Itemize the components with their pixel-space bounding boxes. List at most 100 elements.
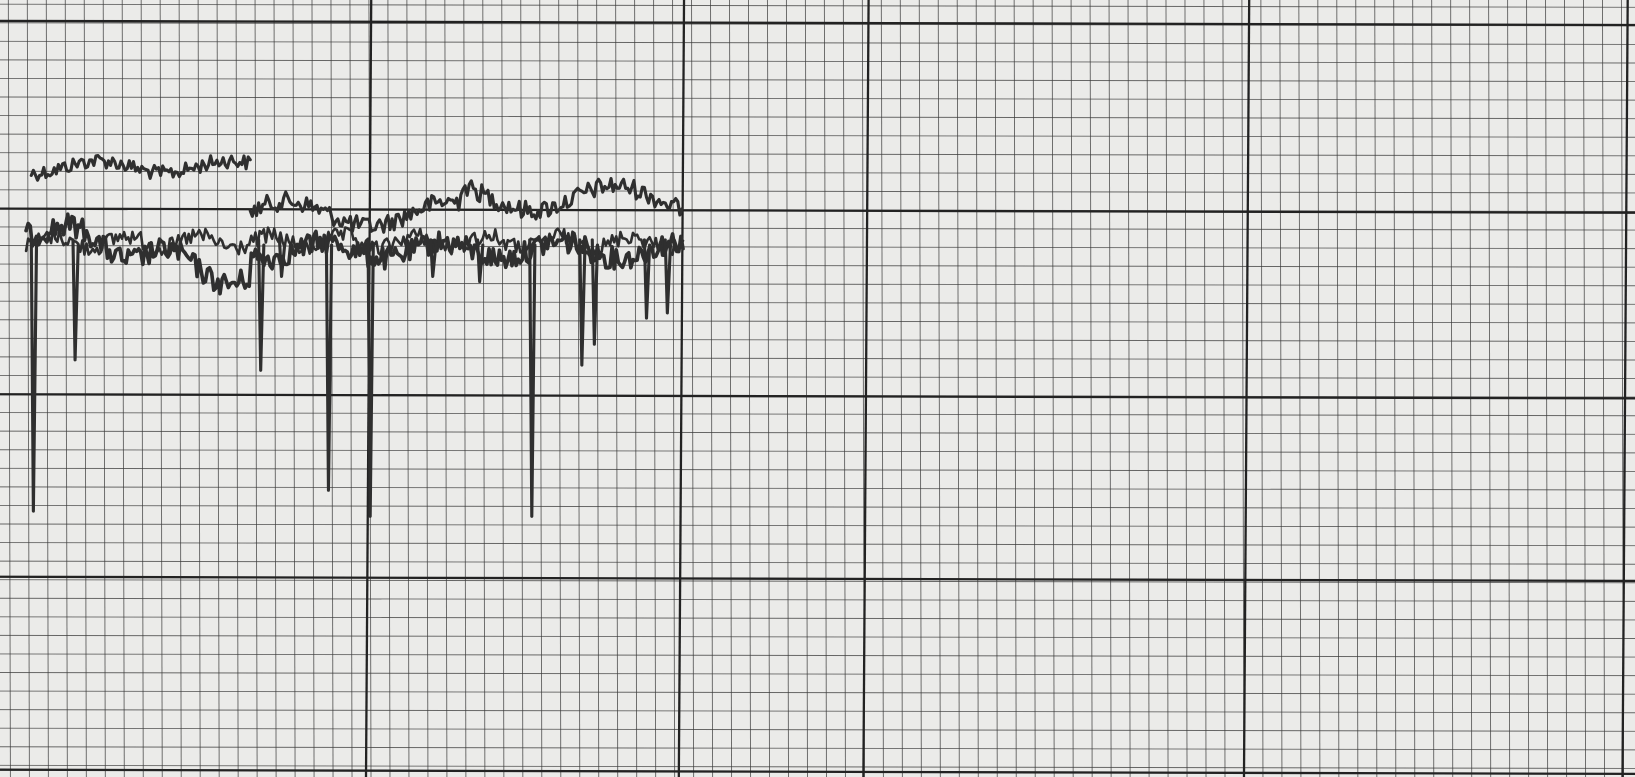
- minor-grid-line: [0, 430, 1635, 435]
- minor-grid-line: [0, 189, 1635, 194]
- minor-grid-line: [0, 412, 1635, 417]
- minor-grid-line: [804, 0, 808, 777]
- minor-grid-line: [672, 0, 676, 777]
- minor-grid-line: [1526, 0, 1530, 777]
- minor-grid-line: [0, 59, 1635, 64]
- minor-grid-line: [235, 0, 239, 777]
- minor-grid-line: [823, 0, 827, 777]
- minor-grid-line: [0, 170, 1635, 175]
- trace-line: [24, 212, 685, 296]
- minor-grid-line: [0, 504, 1635, 510]
- major-grid-line: [1621, 0, 1629, 777]
- minor-grid-line: [615, 0, 619, 777]
- minor-grid-line: [1374, 0, 1378, 777]
- minor-grid-line: [501, 0, 505, 777]
- minor-grid-line: [0, 77, 1635, 83]
- minor-grid-line: [1165, 0, 1169, 777]
- minor-grid-line: [463, 0, 467, 777]
- major-grid-line: [677, 0, 686, 777]
- minor-grid-line: [1336, 0, 1340, 777]
- minor-grid-line: [406, 0, 410, 777]
- trace-spike: [429, 238, 438, 278]
- minor-grid-line: [0, 597, 1635, 602]
- recorder-trace: [24, 154, 685, 518]
- minor-grid-line: [0, 300, 1635, 305]
- minor-grid-line: [159, 0, 163, 777]
- minor-grid-line: [1601, 0, 1606, 777]
- minor-grid-line: [1222, 0, 1226, 777]
- minor-grid-line: [26, 0, 30, 777]
- minor-grid-line: [0, 672, 1635, 677]
- minor-grid-line: [273, 0, 277, 777]
- minor-grid-line: [748, 0, 752, 777]
- minor-grid-line: [0, 133, 1635, 138]
- minor-grid-line: [1051, 0, 1055, 777]
- trace-spike: [642, 238, 652, 320]
- minor-grid-line: [425, 0, 429, 777]
- minor-grid-line: [0, 245, 1635, 250]
- minor-grid-line: [766, 0, 771, 777]
- minor-grid-line: [558, 0, 562, 777]
- minor-grid-line: [1070, 0, 1074, 777]
- minor-grid-line: [292, 0, 296, 777]
- trace-spike: [476, 238, 485, 284]
- major-grid-line: [0, 19, 1635, 27]
- minor-grid-line: [0, 115, 1635, 120]
- minor-grid-line: [0, 3, 1635, 8]
- minor-grid-line: [1393, 0, 1397, 777]
- minor-grid-line: [0, 690, 1635, 695]
- major-grid-line: [0, 575, 1635, 583]
- minor-grid-line: [102, 0, 106, 777]
- minor-grid-line: [729, 0, 733, 777]
- minor-grid-line: [83, 0, 87, 777]
- minor-grid-line: [0, 653, 1635, 658]
- minor-grid-line: [880, 0, 884, 777]
- minor-grid-line: [0, 152, 1635, 157]
- minor-grid-line: [7, 0, 11, 777]
- minor-grid-line: [0, 709, 1635, 714]
- minor-grid-line: [0, 579, 1635, 584]
- minor-grid-line: [254, 0, 258, 777]
- major-grid-line: [1242, 0, 1251, 777]
- minor-grid-line: [520, 0, 524, 777]
- trace-line: [29, 154, 252, 182]
- trace-line: [24, 226, 685, 258]
- trace-line: [248, 176, 684, 234]
- minor-grid-line: [842, 0, 846, 777]
- minor-grid-line: [1469, 0, 1473, 777]
- minor-grid-line: [1127, 0, 1131, 777]
- minor-grid-line: [975, 0, 979, 777]
- major-grid-line: [862, 0, 870, 777]
- minor-grid-line: [1013, 0, 1017, 777]
- minor-grid-line: [1260, 0, 1264, 777]
- minor-grid-line: [121, 0, 125, 777]
- minor-grid-line: [45, 0, 49, 777]
- minor-grid-line: [899, 0, 903, 777]
- minor-grid-line: [311, 0, 315, 777]
- minor-grid-line: [482, 0, 486, 777]
- minor-grid-line: [994, 0, 998, 777]
- minor-grid-line: [1545, 0, 1549, 777]
- minor-grid-line: [216, 0, 220, 777]
- minor-grid-line: [0, 374, 1635, 380]
- minor-grid-line: [1203, 0, 1207, 777]
- trace-spike: [277, 238, 287, 278]
- minor-grid-line: [0, 40, 1635, 45]
- minor-grid-line: [0, 523, 1635, 528]
- minor-grid-line: [1564, 0, 1568, 777]
- minor-grid-line: [918, 0, 922, 777]
- minor-grid-line: [1089, 0, 1093, 777]
- minor-grid-line: [0, 226, 1635, 231]
- minor-grid-line: [1146, 0, 1150, 777]
- minor-grid-line: [330, 0, 334, 777]
- trace-spike: [257, 238, 266, 372]
- minor-grid-line: [1488, 0, 1492, 777]
- trace-spike: [324, 238, 334, 492]
- minor-grid-line: [178, 0, 182, 777]
- minor-grid-line: [785, 0, 789, 777]
- minor-grid-line: [0, 96, 1635, 101]
- minor-grid-line: [937, 0, 941, 777]
